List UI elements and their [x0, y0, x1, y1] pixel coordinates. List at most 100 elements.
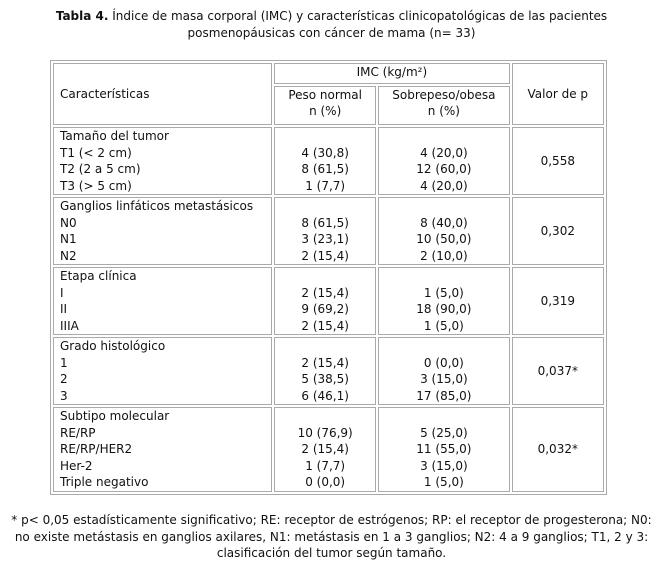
row-label: N1	[60, 232, 77, 246]
value: 2 (15,4)	[301, 248, 349, 263]
value: 1 (5,0)	[423, 475, 464, 489]
cell: 4 (30,8) 8 (61,5) 1 (7,7)	[274, 127, 377, 195]
cell: Ganglios linfáticos metastásicos N0 N1 N2	[53, 197, 273, 265]
group-title: Ganglios linfáticos metastásicos	[60, 199, 254, 213]
spacer	[385, 408, 502, 425]
value: 2 (10,0)	[420, 248, 468, 263]
value: 0 (0,0)	[423, 355, 464, 370]
group-title: Grado histológico	[60, 339, 166, 353]
header-line: n (%)	[309, 104, 342, 119]
spacer	[281, 268, 369, 285]
footnote: * p< 0,05 estadísticamente significativo…	[11, 513, 652, 560]
p-value: 0,558	[511, 127, 604, 195]
row-label: T3 (> 5 cm)	[60, 178, 132, 193]
p-value: 0,302	[511, 197, 604, 265]
p-value: 0,032*	[511, 407, 604, 492]
group-title: Subtipo molecular	[60, 409, 170, 423]
header-cell: Peso normal n (%)	[274, 85, 377, 125]
spacer	[281, 338, 369, 355]
value: 18 (90,0)	[416, 302, 472, 316]
value: 4 (30,8)	[301, 145, 349, 160]
group-row: Grado histológico 1 2 3 2 (15,4) 5 (38,5) 6 (…	[53, 337, 604, 405]
row-label: II	[60, 302, 68, 316]
cell: 8 (61,5) 3 (23,1) 2 (15,4)	[274, 197, 377, 265]
row-label: RE/RP/HER2	[60, 442, 133, 456]
row-label: T1 (< 2 cm)	[60, 145, 132, 160]
row-label: Her-2	[60, 458, 93, 473]
value: 0 (0,0)	[305, 475, 346, 489]
cell: 0 (0,0) 3 (15,0) 17 (85,0)	[378, 337, 510, 405]
header-line: n (%)	[427, 104, 460, 119]
value: 1 (5,0)	[423, 318, 464, 333]
value: 11 (55,0)	[416, 442, 472, 456]
value: 3 (15,0)	[420, 458, 468, 473]
caption: Tabla 4. Índice de masa corporal (IMC) y…	[20, 8, 643, 42]
value: 4 (20,0)	[420, 178, 468, 193]
value: 8 (61,5)	[301, 215, 349, 230]
caption-label: Tabla 4.	[55, 9, 109, 23]
value: 2 (15,4)	[301, 285, 349, 300]
row-label: 2	[60, 372, 68, 386]
value: 17 (85,0)	[416, 388, 472, 403]
cell: 8 (40,0) 10 (50,0) 2 (10,0)	[378, 197, 510, 265]
group-row: Etapa clínica I II IIIA 2 (15,4) 9 (69,2) 2 (…	[53, 267, 604, 335]
value: 5 (38,5)	[301, 372, 349, 386]
group-title: Tamaño del tumor	[60, 129, 169, 143]
spacer	[385, 198, 502, 215]
cell: 5 (25,0) 11 (55,0) 3 (15,0) 1 (5,0)	[378, 407, 510, 492]
spacer	[281, 128, 369, 145]
header-line: Sobrepeso/obesa	[392, 87, 496, 102]
spacer	[385, 338, 502, 355]
group-row: Subtipo molecular RE/RP RE/RP/HER2 Her-2 Tri…	[53, 407, 604, 492]
value: 3 (15,0)	[420, 372, 468, 386]
row-label: Triple negativo	[60, 475, 149, 489]
cell: 1 (5,0) 18 (90,0) 1 (5,0)	[378, 267, 510, 335]
header-cell: Sobrepeso/obesa n (%)	[378, 85, 510, 125]
row-label: N2	[60, 248, 77, 263]
value: 12 (60,0)	[416, 162, 472, 176]
row-label: T2 (2 a 5 cm)	[60, 162, 141, 176]
row-label: 3	[60, 388, 68, 403]
value: 10 (76,9)	[297, 425, 353, 440]
value: 2 (15,4)	[301, 355, 349, 370]
row-label: I	[60, 285, 64, 300]
spacer	[385, 268, 502, 285]
cell: 10 (76,9) 2 (15,4) 1 (7,7) 0 (0,0)	[274, 407, 377, 492]
header-cell: Valor de p	[511, 63, 604, 125]
value: 1 (7,7)	[305, 458, 346, 473]
cell: Tamaño del tumor T1 (< 2 cm) T2 (2 a 5 cm)…	[53, 127, 273, 195]
value: 3 (23,1)	[301, 232, 349, 246]
cell: Subtipo molecular RE/RP RE/RP/HER2 Her-2 Tri…	[53, 407, 273, 492]
group-row: Tamaño del tumor T1 (< 2 cm) T2 (2 a 5 cm)…	[53, 127, 604, 195]
header-cell: Características	[53, 63, 273, 125]
header-line: Peso normal	[288, 87, 362, 102]
value: 4 (20,0)	[420, 145, 468, 160]
caption-text: Índice de masa corporal (IMC) y caracter…	[112, 9, 608, 40]
cell: Grado histológico 1 2 3	[53, 337, 273, 405]
spacer	[281, 198, 369, 215]
p-value: 0,037*	[511, 337, 604, 405]
row-label: 1	[60, 355, 68, 370]
spacer	[385, 128, 502, 145]
p-value: 0,319	[511, 267, 604, 335]
spacer	[281, 408, 369, 425]
group-title: Etapa clínica	[60, 269, 137, 283]
group-row: Ganglios linfáticos metastásicos N0 N1 N2 8…	[53, 197, 604, 265]
cell: 2 (15,4) 9 (69,2) 2 (15,4)	[274, 267, 377, 335]
value: 1 (5,0)	[423, 285, 464, 300]
table: Características IMC (kg/m²) Valor de p P…	[50, 60, 607, 495]
value: 5 (25,0)	[420, 425, 468, 440]
cell: Etapa clínica I II IIIA	[53, 267, 273, 335]
value: 9 (69,2)	[301, 302, 349, 316]
cell: 2 (15,4) 5 (38,5) 6 (46,1)	[274, 337, 377, 405]
value: 2 (15,4)	[301, 318, 349, 333]
row-label: RE/RP	[60, 425, 96, 440]
value: 8 (61,5)	[301, 162, 349, 176]
header-cell: IMC (kg/m²)	[274, 63, 510, 84]
value: 2 (15,4)	[301, 442, 349, 456]
row-label: N0	[60, 215, 77, 230]
value: 1 (7,7)	[305, 178, 346, 193]
row-label: IIIA	[60, 318, 79, 333]
value: 8 (40,0)	[420, 215, 468, 230]
